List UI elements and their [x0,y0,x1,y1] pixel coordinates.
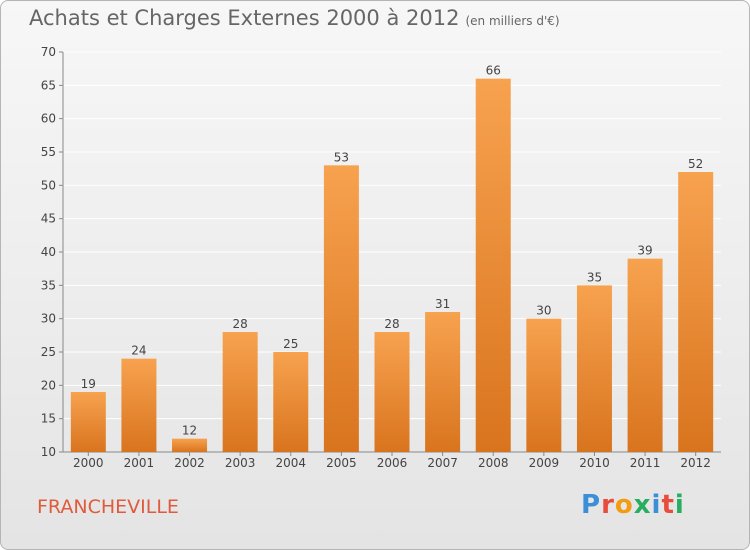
logo-letter: i [674,490,685,520]
logo-letter: r [601,490,615,520]
bar [273,352,309,452]
bar [172,438,208,452]
data-label: 53 [334,150,349,164]
y-tick-label: 55 [41,145,56,159]
data-label: 39 [637,244,652,258]
x-tick-label: 2008 [478,456,509,470]
data-label: 31 [435,297,450,311]
chart-title: Achats et Charges Externes 2000 à 2012 (e… [29,6,560,30]
data-label: 12 [182,424,197,438]
x-tick-label: 2012 [680,456,711,470]
chart-title-text: Achats et Charges Externes 2000 à 2012 [29,6,460,30]
bar [222,332,258,452]
x-tick-label: 2006 [377,456,408,470]
x-tick-label: 2003 [225,456,256,470]
bar [678,172,714,452]
y-tick-label: 40 [41,245,56,259]
chart-subtitle: (en milliers d'€) [465,14,560,28]
bar [70,392,106,452]
logo-letter: i [651,490,662,520]
bar [121,358,157,452]
bar [475,78,511,453]
logo-letter: o [614,490,634,520]
data-label: 52 [688,157,703,171]
y-tick-label: 25 [41,345,56,359]
data-label: 19 [81,377,96,391]
bar [425,312,461,452]
y-tick-label: 35 [41,278,56,292]
x-tick-label: 2001 [124,456,155,470]
data-label: 24 [131,344,146,358]
bar [526,318,562,452]
x-tick-label: 2005 [326,456,357,470]
y-tick-label: 15 [41,412,56,426]
x-tick-label: 2002 [174,456,205,470]
data-label: 28 [233,317,248,331]
y-tick-label: 50 [41,178,56,192]
place-name: FRANCHEVILLE [37,496,179,518]
data-label: 30 [536,304,551,318]
y-tick-label: 65 [41,78,56,92]
x-tick-label: 2011 [630,456,661,470]
y-tick-label: 45 [41,212,56,226]
y-tick-label: 70 [41,45,56,59]
data-label: 25 [283,337,298,351]
y-tick-label: 60 [41,112,56,126]
data-label: 66 [486,64,501,78]
bar [323,165,359,453]
x-tick-label: 2009 [529,456,560,470]
y-tick-label: 30 [41,312,56,326]
proxiti-logo: Proxiti [581,490,685,520]
y-tick-label: 20 [41,378,56,392]
y-tick-label: 10 [41,445,56,459]
logo-letter: x [633,490,652,520]
x-tick-label: 2010 [579,456,610,470]
data-label: 28 [384,317,399,331]
data-label: 35 [587,270,602,284]
logo-letter: t [661,490,675,520]
bar [374,332,410,452]
bar [576,285,612,452]
x-tick-label: 2007 [427,456,458,470]
x-tick-label: 2004 [275,456,306,470]
logo-letter: P [581,490,602,520]
x-tick-label: 2000 [73,456,104,470]
bar [627,258,663,452]
